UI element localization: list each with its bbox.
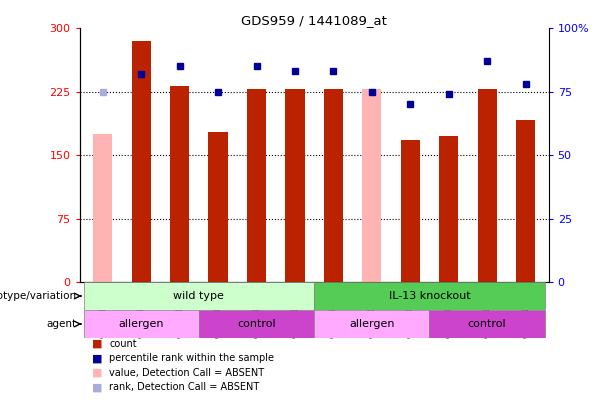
Bar xyxy=(199,310,314,338)
Bar xyxy=(430,310,545,338)
Bar xyxy=(93,134,112,282)
Text: control: control xyxy=(237,319,276,329)
Text: value, Detection Call = ABSENT: value, Detection Call = ABSENT xyxy=(109,368,264,378)
Bar xyxy=(516,119,535,282)
Text: ■: ■ xyxy=(92,382,102,392)
Title: GDS959 / 1441089_at: GDS959 / 1441089_at xyxy=(242,14,387,27)
Text: rank, Detection Call = ABSENT: rank, Detection Call = ABSENT xyxy=(109,382,259,392)
Text: genotype/variation: genotype/variation xyxy=(0,291,77,301)
Text: ■: ■ xyxy=(92,368,102,378)
Bar xyxy=(208,132,227,282)
Text: allergen: allergen xyxy=(118,319,164,329)
Bar xyxy=(362,89,381,282)
Bar xyxy=(401,140,420,282)
Text: ■: ■ xyxy=(92,354,102,364)
Text: allergen: allergen xyxy=(349,319,395,329)
Bar xyxy=(478,89,497,282)
Text: control: control xyxy=(468,319,506,329)
Text: ■: ■ xyxy=(92,339,102,349)
Text: count: count xyxy=(109,339,137,349)
Bar xyxy=(247,89,266,282)
Bar xyxy=(314,310,430,338)
Text: agent: agent xyxy=(47,319,77,329)
Bar xyxy=(132,41,151,282)
Bar xyxy=(83,282,314,310)
Text: IL-13 knockout: IL-13 knockout xyxy=(389,291,470,301)
Text: percentile rank within the sample: percentile rank within the sample xyxy=(109,354,274,364)
Bar xyxy=(314,282,545,310)
Bar xyxy=(285,89,305,282)
Bar xyxy=(439,136,459,282)
Bar xyxy=(170,86,189,282)
Bar xyxy=(324,89,343,282)
Text: wild type: wild type xyxy=(173,291,224,301)
Bar xyxy=(83,310,199,338)
